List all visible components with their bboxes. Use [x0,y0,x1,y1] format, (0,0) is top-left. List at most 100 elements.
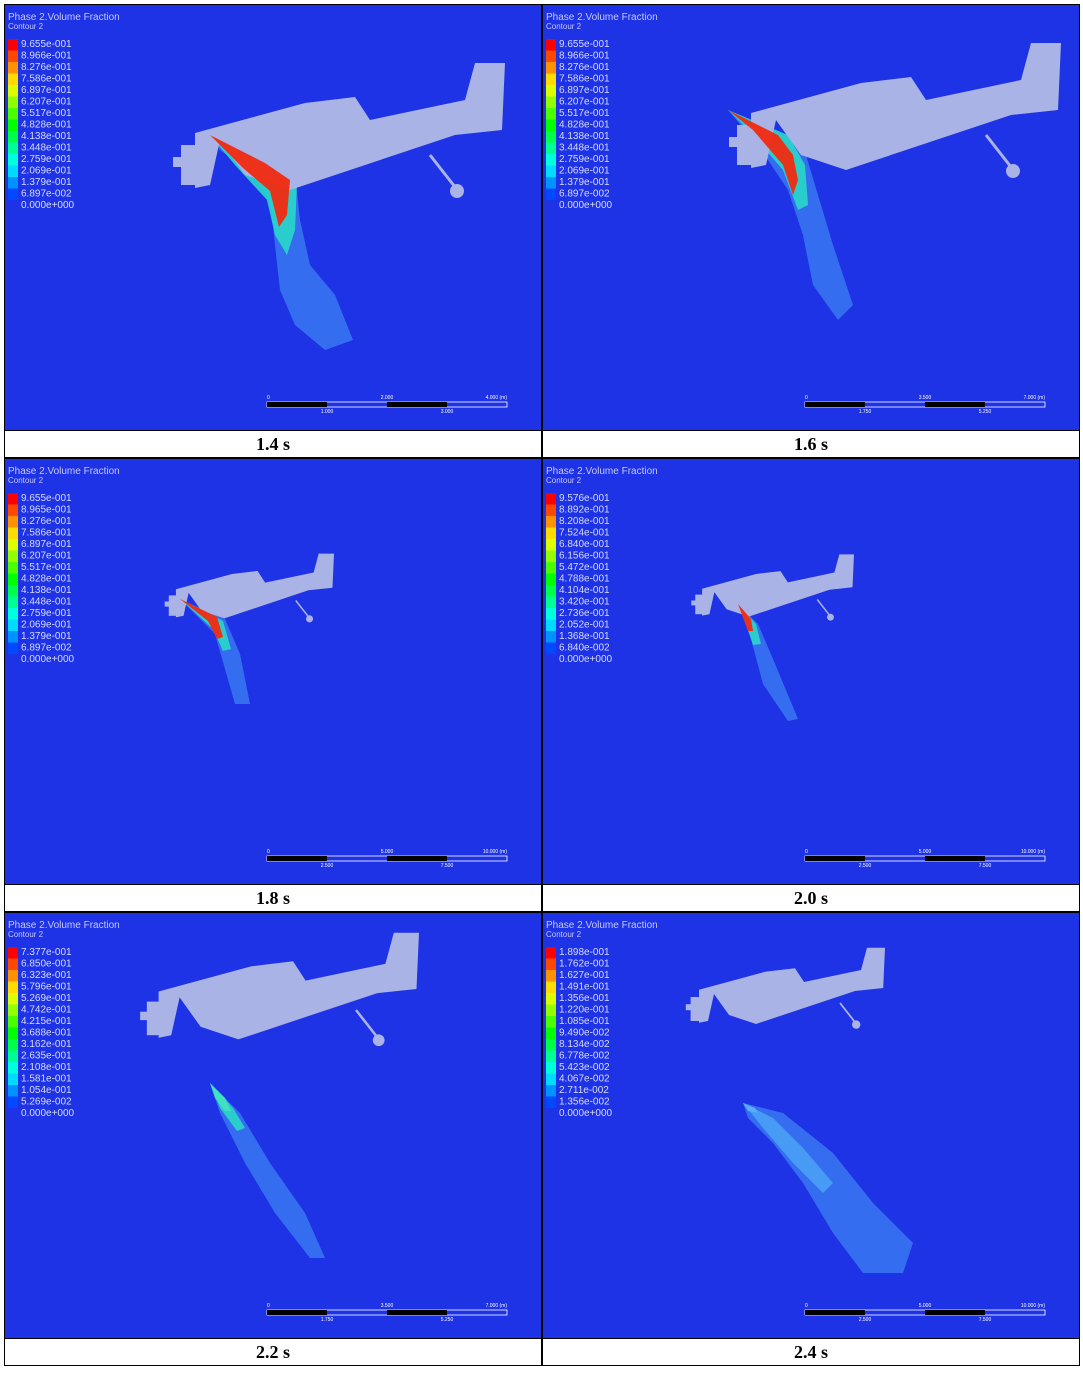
scale-label: 7.500 [979,1317,992,1323]
legend-swatch [546,1005,556,1017]
legend-swatch [8,1097,18,1109]
legend-swatch [546,1085,556,1097]
legend-swatch [546,39,556,51]
legend-label: 3.420e-001 [559,597,610,608]
scale-seg [387,856,447,861]
contour-plot: Phase 2.Volume FractionContour 29.655e-0… [543,5,1079,430]
scale-seg [267,856,327,861]
legend-label: 6.156e-001 [559,551,610,562]
scale-seg [267,402,327,407]
panel-cell: Phase 2.Volume FractionContour 27.377e-0… [4,912,542,1366]
legend-swatch [8,574,18,586]
legend-swatch [8,51,18,63]
scale-label: 0 [267,849,270,855]
legend-swatch [546,1028,556,1040]
plot-subtitle: Contour 2 [8,22,44,31]
legend-swatch [546,539,556,551]
legend-swatch [546,562,556,574]
legend-label: 2.108e-001 [21,1062,72,1073]
legend-swatch [546,62,556,74]
legend-swatch [8,620,18,632]
scale-seg [805,402,865,407]
legend-swatch [546,528,556,540]
legend-label: 9.576e-001 [559,493,610,504]
legend-label: 4.104e-001 [559,585,610,596]
legend-label: 5.269e-001 [21,993,72,1004]
legend-swatch [8,539,18,551]
legend-label: 5.517e-001 [21,562,72,573]
aircraft-nose [737,125,753,165]
legend-label: 8.892e-001 [559,505,610,516]
legend-swatch [546,97,556,109]
panel-cell: Phase 2.Volume FractionContour 29.655e-0… [4,458,542,912]
legend-label: 5.269e-002 [21,1097,72,1108]
legend-swatch [546,1074,556,1086]
legend-label: 9.655e-001 [559,39,610,50]
scale-seg [267,1310,327,1315]
scale-label: 0 [267,395,270,401]
legend-label: 8.276e-001 [559,62,610,73]
plot-background [543,913,1079,1338]
legend-swatch [8,631,18,643]
legend-swatch [546,620,556,632]
legend-swatch [546,1097,556,1109]
scale-label: 1.750 [321,1317,334,1323]
legend-label: 8.276e-001 [21,62,72,73]
legend-label: 2.052e-001 [559,620,610,631]
aircraft-spinner [729,137,739,147]
legend-label: 2.711e-002 [559,1085,609,1096]
scale-seg [387,402,447,407]
scale-label: 2.500 [859,863,872,869]
plot-background [543,459,1079,884]
legend-label: 6.850e-001 [21,959,72,970]
scale-label: 2.000 [381,395,394,401]
legend-swatch [8,143,18,155]
legend-label: 2.069e-001 [21,620,72,631]
legend-swatch [546,108,556,120]
legend-label: 0.000e+000 [559,200,613,211]
legend-label: 5.517e-001 [21,108,72,119]
panel-caption: 1.8 s [5,884,541,911]
aircraft-spinner [691,600,696,605]
panel-cell: Phase 2.Volume FractionContour 29.576e-0… [542,458,1080,912]
legend-label: 8.966e-001 [21,51,72,62]
legend-swatch [8,1062,18,1074]
legend-swatch [546,189,556,201]
legend-swatch [546,154,556,166]
contour-plot: Phase 2.Volume FractionContour 29.655e-0… [5,5,541,430]
legend-label: 3.448e-001 [559,143,610,154]
legend-label: 1.627e-001 [559,970,610,981]
legend-swatch [8,493,18,505]
legend-swatch [8,108,18,120]
legend-swatch [8,120,18,132]
scale-label: 0 [805,395,808,401]
legend-swatch [8,959,18,971]
scale-label: 4.000 (m) [486,395,508,401]
legend-swatch [546,1016,556,1028]
legend-swatch [546,74,556,86]
legend-label: 1.379e-001 [559,177,610,188]
legend-label: 0.000e+000 [559,654,613,665]
legend-label: 1.898e-001 [559,947,610,958]
legend-swatch [8,154,18,166]
legend-label: 8.208e-001 [559,516,610,527]
legend-swatch [8,993,18,1005]
legend-label: 3.448e-001 [21,143,72,154]
legend-label: 4.138e-001 [559,131,610,142]
legend-label: 4.138e-001 [21,131,72,142]
plot-subtitle: Contour 2 [8,930,44,939]
scale-label: 7.000 (m) [1024,395,1046,401]
legend-swatch [546,505,556,517]
legend-label: 2.759e-001 [559,154,610,165]
legend-label: 1.368e-001 [559,631,610,642]
scale-label: 3.500 [919,395,932,401]
legend-label: 0.000e+000 [559,1108,613,1119]
legend-swatch [546,85,556,97]
legend-swatch [546,551,556,563]
legend-label: 5.517e-001 [559,108,610,119]
legend-swatch [546,131,556,143]
